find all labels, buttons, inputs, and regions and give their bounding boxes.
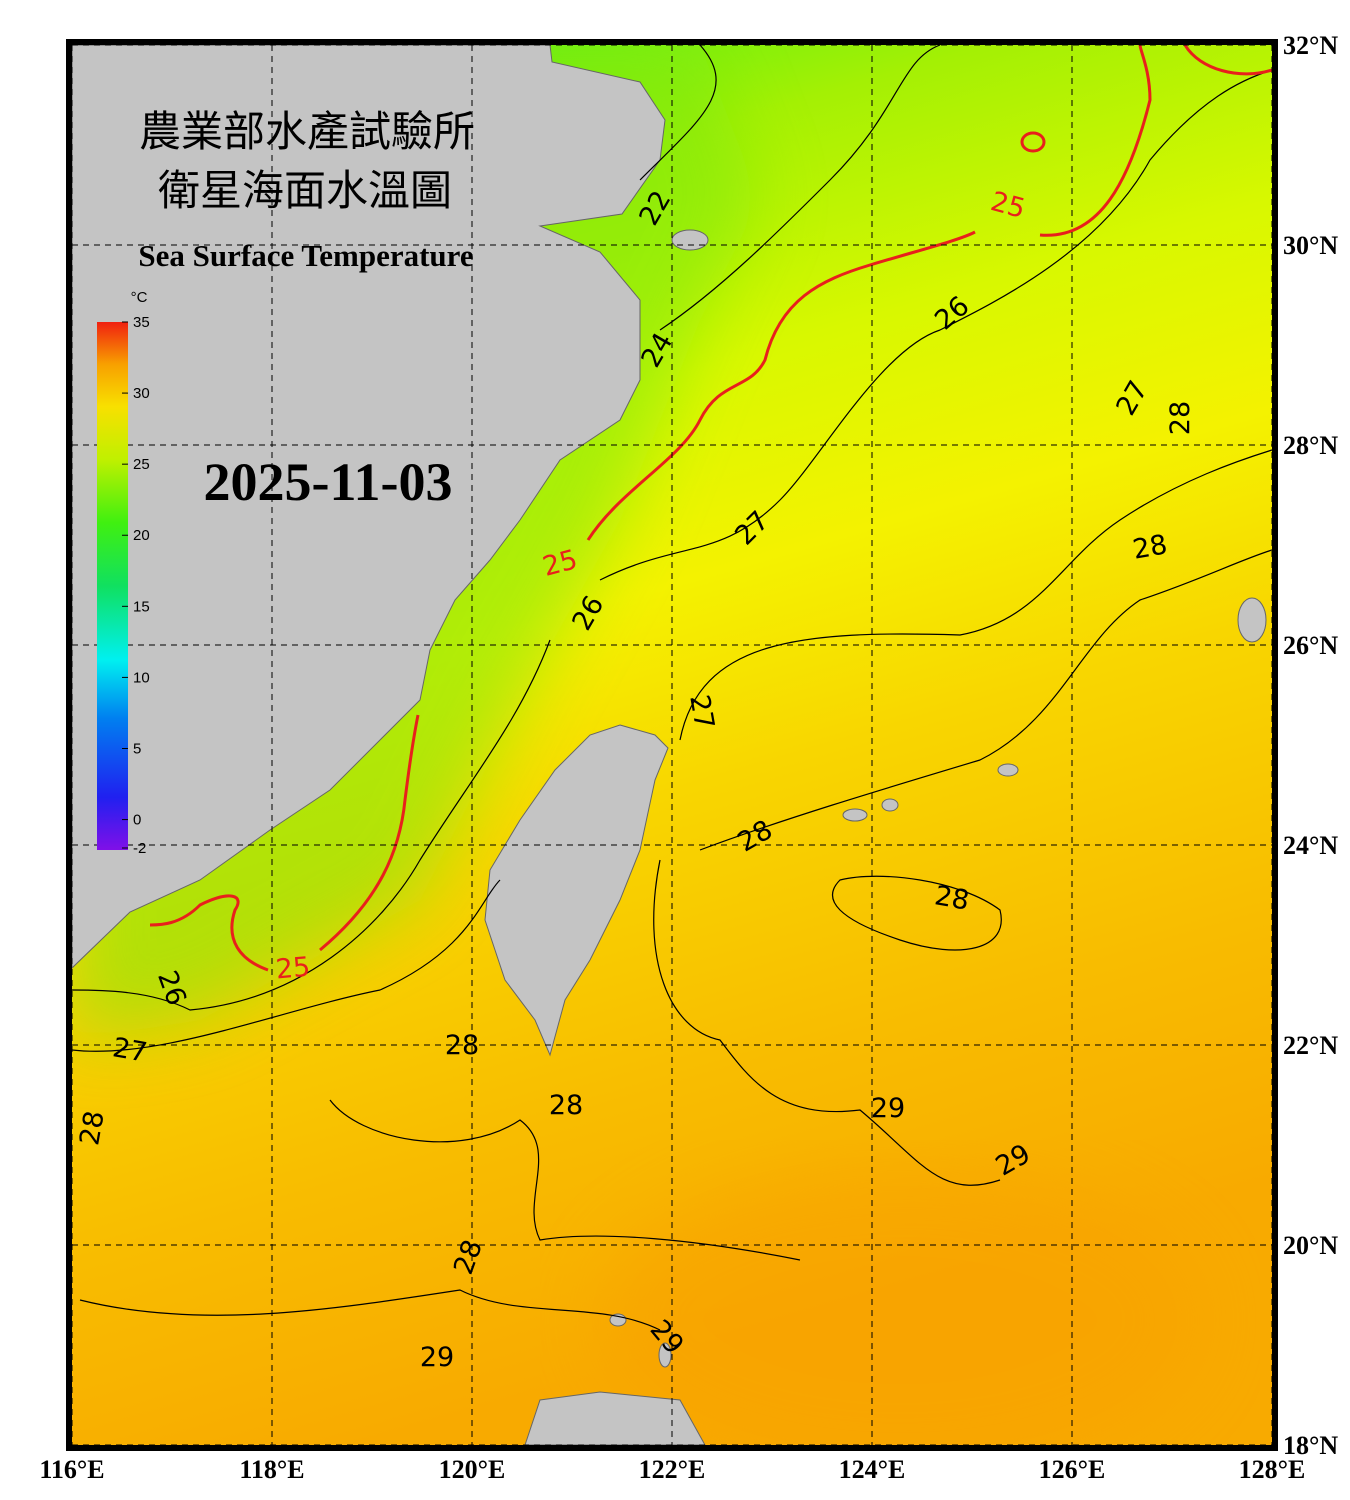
island [842, 808, 868, 822]
taiwan [484, 724, 669, 1057]
contour-line [329, 1099, 801, 1261]
island [881, 798, 899, 812]
contour-line [72, 639, 551, 1011]
contour-line [699, 549, 1272, 851]
colorbar-tick-label: 35 [133, 314, 150, 331]
colorbar-unit: °C [131, 289, 148, 306]
contour-line [653, 859, 1001, 1186]
lon-label: 126°E [1039, 1455, 1106, 1484]
contour-label: 28 [1165, 401, 1196, 435]
highlight-contour [149, 45, 1272, 972]
lat-label: 18°N [1283, 1431, 1338, 1460]
contour-line [79, 1289, 661, 1331]
contour-line [639, 45, 717, 181]
contour-line [149, 894, 269, 972]
colorbar-tick-label: 5 [133, 740, 141, 757]
colorbar-tick-label: 20 [133, 527, 150, 544]
contour-label: 29 [420, 1342, 454, 1373]
colorbar-tick-label: -2 [133, 840, 146, 857]
lat-label: 22°N [1283, 1031, 1338, 1060]
contour-label: 25 [275, 952, 312, 986]
mainland-china [72, 45, 666, 969]
colorbar-tick-label: 30 [133, 385, 150, 402]
lat-label: 24°N [1283, 831, 1338, 860]
lon-label: 124°E [839, 1455, 906, 1484]
contour-line [319, 714, 420, 952]
colorbar-tick-label: 0 [133, 812, 141, 829]
colorbar-ticks: 35 30 25 20 15 10 5 0 -2 [122, 314, 150, 857]
lon-label: 120°E [439, 1455, 506, 1484]
colorbar-tick-label: 10 [133, 669, 150, 686]
graticule [72, 45, 1272, 1445]
lon-label: 116°E [39, 1455, 104, 1484]
date: 2025-11-03 [204, 452, 453, 512]
island [671, 229, 709, 251]
colorbar-tick-label: 15 [133, 598, 150, 615]
title-line1: 農業部水產試驗所 [139, 107, 475, 156]
lon-label: 128°E [1239, 1455, 1306, 1484]
contour-line [831, 875, 1002, 951]
island [997, 763, 1019, 777]
contour-label: 27 [683, 692, 719, 731]
contour-line [1183, 45, 1272, 76]
lat-label: 32°N [1283, 31, 1338, 60]
island [1237, 597, 1267, 643]
island [658, 1342, 672, 1368]
lon-label: 122°E [639, 1455, 706, 1484]
colorbar-tick-label: 25 [133, 456, 150, 473]
contour-label: 28 [1130, 529, 1169, 565]
contour-line [72, 879, 501, 1052]
axis-labels: 116°E 118°E 120°E 122°E 124°E 126°E 128°E18°N 2… [39, 31, 1338, 1484]
contour-line [586, 230, 976, 541]
colorbar [97, 322, 128, 850]
subtitle: Sea Surface Temperature [138, 238, 473, 273]
lat-label: 28°N [1283, 431, 1338, 460]
contour-line [659, 45, 941, 331]
contour-line [599, 69, 1272, 581]
contour-label: 28 [932, 880, 971, 916]
map-frame [66, 39, 1278, 1451]
contour-line [1020, 131, 1046, 153]
lon-label: 118°E [239, 1455, 304, 1484]
lat-label: 30°N [1283, 231, 1338, 260]
contour-label: 28 [549, 1090, 583, 1121]
lat-label: 26°N [1283, 631, 1338, 660]
luzon [524, 1391, 706, 1445]
contour-label: 28 [445, 1030, 479, 1061]
contour-label: 27 [110, 1032, 149, 1068]
contour-line [1039, 45, 1152, 237]
contour-label: 29 [871, 1093, 905, 1124]
warm-water [600, 1170, 1200, 1445]
lat-label: 20°N [1283, 1231, 1338, 1260]
contour-label: 28 [74, 1108, 110, 1147]
title-line2: 衛星海面水溫圖 [158, 166, 452, 215]
contours [72, 45, 1272, 1331]
contour-line [679, 449, 1272, 741]
